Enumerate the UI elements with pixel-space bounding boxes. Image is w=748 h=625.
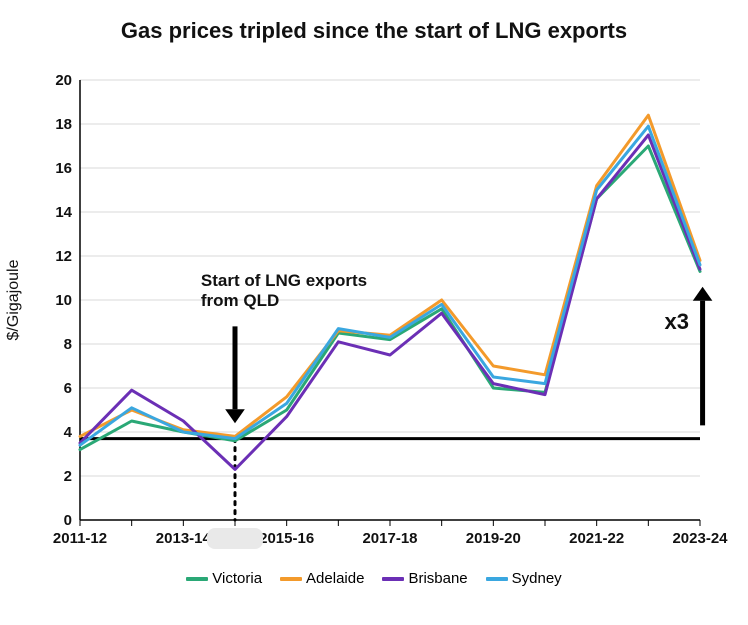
x-tick-label: 2013-14 — [156, 530, 211, 547]
y-tick-label: 8 — [64, 336, 72, 353]
legend-label: Sydney — [512, 570, 562, 587]
legend: Victoria Adelaide Brisbane Sydney — [0, 570, 748, 587]
legend-item: Brisbane — [382, 570, 467, 587]
y-tick-label: 2 — [64, 468, 72, 485]
y-tick-label: 4 — [64, 424, 72, 441]
legend-swatch — [486, 577, 508, 581]
y-axis-label: $/Gigajoule — [5, 260, 23, 341]
y-tick-label: 16 — [55, 160, 72, 177]
y-tick-label: 12 — [55, 248, 72, 265]
x-tick-label: 2023-24 — [672, 530, 727, 547]
legend-swatch — [186, 577, 208, 581]
legend-label: Brisbane — [408, 570, 467, 587]
x-tick-label: 2021-22 — [569, 530, 624, 547]
legend-swatch — [382, 577, 404, 581]
legend-item: Sydney — [486, 570, 562, 587]
series-victoria — [80, 146, 700, 450]
y-tick-label: 6 — [64, 380, 72, 397]
x-tick-label: 2015-16 — [259, 530, 314, 547]
legend-label: Adelaide — [306, 570, 364, 587]
annotation-lng: Start of LNG exports from QLD — [201, 271, 367, 311]
plot-area — [80, 80, 700, 520]
y-tick-label: 20 — [55, 72, 72, 89]
legend-swatch — [280, 577, 302, 581]
y-tick-label: 18 — [55, 116, 72, 133]
chart-container: Gas prices tripled since the start of LN… — [0, 0, 748, 625]
y-tick-label: 14 — [55, 204, 72, 221]
series-brisbane — [80, 135, 700, 469]
annotation-x3: x3 — [665, 309, 689, 335]
x-tick-label: 2017-18 — [362, 530, 417, 547]
legend-item: Victoria — [186, 570, 262, 587]
y-tick-label: 10 — [55, 292, 72, 309]
x-tick-label: 2019-20 — [466, 530, 521, 547]
legend-label: Victoria — [212, 570, 262, 587]
legend-item: Adelaide — [280, 570, 364, 587]
chart-title: Gas prices tripled since the start of LN… — [0, 18, 748, 44]
y-tick-label: 0 — [64, 512, 72, 529]
x-tick-label: 2011-12 — [53, 530, 107, 547]
x-highlight — [207, 528, 263, 549]
